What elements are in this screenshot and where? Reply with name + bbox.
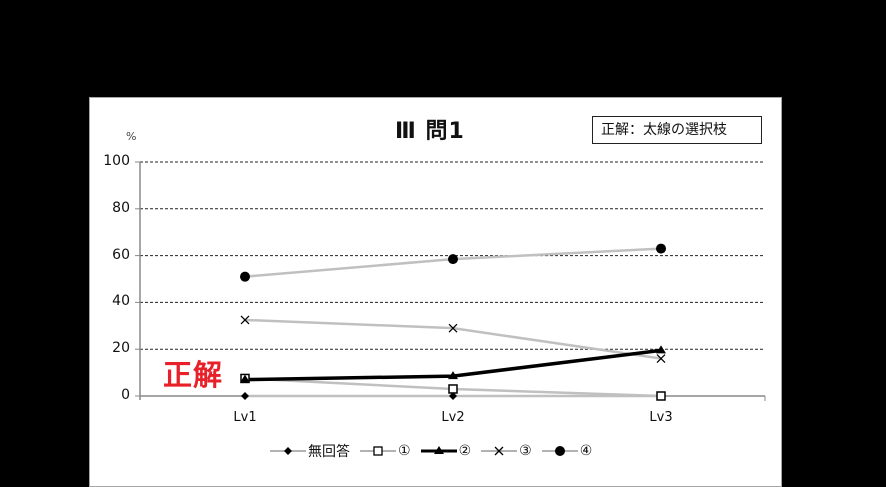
diamond-marker-icon (270, 447, 306, 455)
y-tick-label: 100 (103, 153, 130, 169)
legend-label: 無回答 (308, 444, 350, 460)
legend-item: ② (420, 443, 472, 459)
circle-marker-icon (541, 446, 578, 456)
legend: 無回答 ① ② ③ ④ (270, 441, 602, 461)
y-tick-label: 80 (112, 199, 130, 216)
correct-answer-label: 正解 (163, 358, 224, 392)
square-open-marker-icon (360, 446, 396, 456)
plot-area (135, 161, 766, 401)
answer-note-box: 正解：太線の選択枝 (592, 116, 762, 144)
y-tick-label: 20 (112, 340, 130, 357)
chart-title: Ⅲ 問1 (395, 119, 465, 144)
legend-label: ③ (519, 443, 532, 459)
triangle-marker-icon (420, 446, 457, 454)
legend-label: ① (398, 443, 411, 459)
legend-item: ③ (481, 443, 532, 459)
legend-item: 無回答 (270, 441, 350, 461)
x-tick-label: Lv1 (233, 410, 257, 425)
y-tick-label: 40 (112, 293, 130, 310)
legend-label: ② (458, 443, 472, 459)
y-axis-unit: % (126, 130, 137, 143)
legend-item: ④ (541, 443, 593, 459)
x-marker-icon (481, 446, 518, 456)
y-tick-label: 60 (112, 246, 130, 263)
x-tick-label: Lv2 (441, 410, 465, 425)
y-tick-label: 0 (121, 387, 130, 403)
legend-item: ① (360, 443, 411, 459)
legend-label: ④ (579, 443, 593, 459)
x-tick-label: Lv3 (649, 410, 673, 425)
